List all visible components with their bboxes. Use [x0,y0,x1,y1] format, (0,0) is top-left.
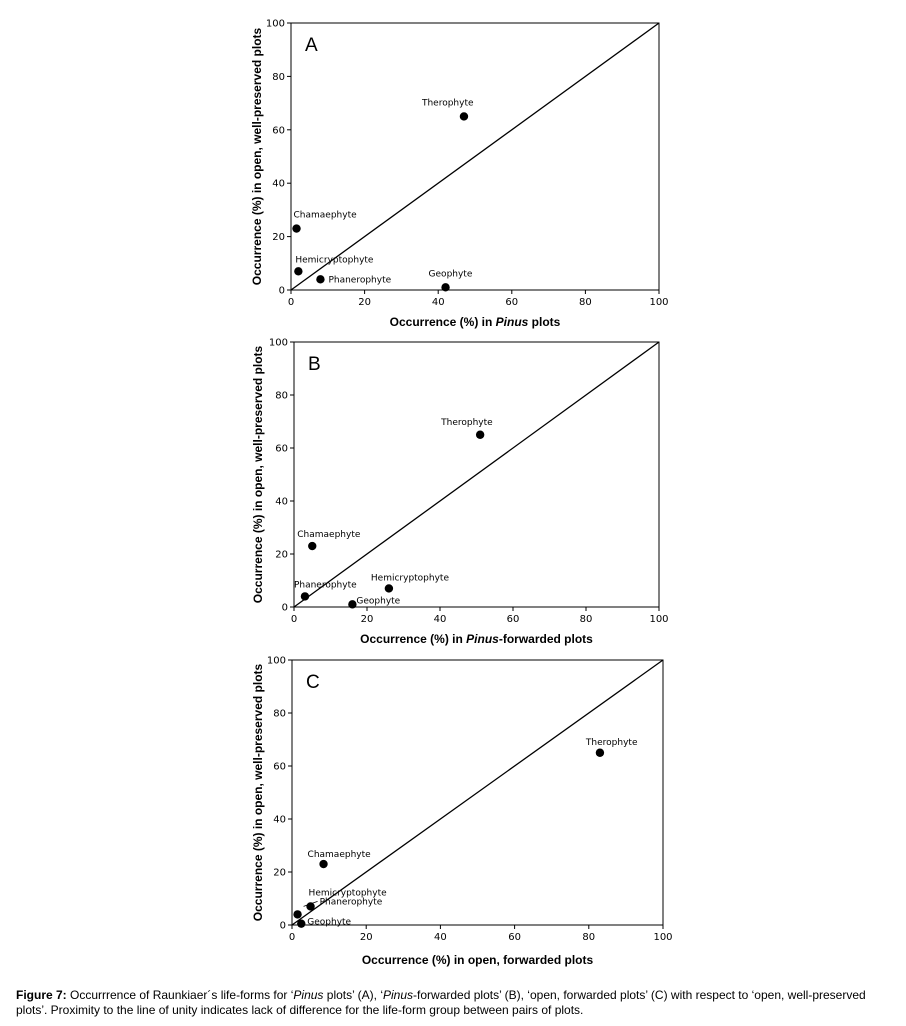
point-label: Phanerophyte [294,580,357,590]
caption-part-4: Pinus [383,988,414,1002]
data-point-geophyte [441,283,450,292]
x-tick-label: 0 [288,297,294,308]
plot-frame [290,22,660,291]
unity-line [293,341,660,608]
y-tick-label: 20 [275,550,288,561]
point-label: Therophyte [440,418,493,428]
y-tick-label: 60 [272,125,285,136]
point-label: Hemicryptophyte [371,573,450,583]
unity-line [291,659,664,926]
point-label: Chamaephyte [294,211,358,221]
y-tick-label: 100 [266,19,285,30]
point-label: Chamaephyte [308,850,372,860]
x-tick-label: 40 [432,297,445,308]
data-point-therophyte [475,430,485,439]
point-label: Therophyte [421,98,474,108]
point-label: Chamaephyte [297,530,361,540]
point-label: Therophyte [585,738,638,748]
x-axis-label: Occurrence (%) in Pinus-forwarded plots [360,632,593,646]
x-tick-label: 0 [289,932,295,943]
y-tick-label: 40 [273,815,286,826]
x-axis-label: Occurrence (%) in Pinus plots [390,315,561,329]
y-axis-label: Occurrence (%) in open, well-preserved p… [251,663,265,921]
point-label: Geophyte [356,596,400,606]
y-tick-label: 100 [267,656,286,667]
y-tick-label: 100 [269,338,288,349]
y-tick-label: 80 [273,709,286,720]
label-leader-line [303,901,318,907]
caption-lead: Figure 7: [16,988,67,1002]
y-tick-label: 80 [275,391,288,402]
point-label: Geophyte [429,269,473,279]
data-point-hemicryptophyte [384,584,394,593]
y-tick-label: 20 [273,868,286,879]
data-point-chamaephyte [319,859,328,869]
y-axis-label: Occurrence (%) in open, well-preserved p… [251,345,265,603]
y-tick-label: 40 [275,497,288,508]
x-tick-label: 20 [360,932,373,943]
x-tick-label: 80 [582,932,595,943]
caption-part-1: Occurrrence of Raunkiaer´s life-forms fo… [66,988,294,1002]
x-tick-label: 60 [505,297,518,308]
x-tick-label: 0 [291,614,297,625]
x-tick-label: 60 [508,932,521,943]
point-label: Phanerophyte [328,275,391,285]
x-tick-label: 60 [507,614,520,625]
x-tick-label: 20 [358,297,371,308]
panel-letter: A [305,35,318,56]
y-tick-label: 60 [273,762,286,773]
y-tick-label: 0 [279,286,285,297]
y-tick-label: 60 [275,444,288,455]
y-tick-label: 20 [272,232,285,243]
y-axis-label: Occurrence (%) in open, well-preserved p… [250,27,264,285]
y-tick-label: 40 [272,179,285,190]
data-point-phanerophyte [300,592,310,601]
caption-part-5: -forwarded plots’ (B), ‘open, forwarded … [16,988,866,1017]
point-label: Hemicryptophyte [309,888,388,898]
panel-letter: C [306,672,320,693]
data-point-therophyte [595,748,605,757]
x-tick-label: 40 [434,932,447,943]
y-tick-label: 0 [280,921,286,932]
x-axis-label: Occurrence (%) in open, forwarded plots [362,953,594,967]
point-label: Hemicryptophyte [295,255,374,265]
data-point-therophyte [459,112,469,121]
x-tick-label: 80 [579,297,592,308]
panel-letter: B [308,354,321,375]
data-point-geophyte [348,600,357,609]
caption-part-3: plots’ (A), ‘ [323,988,384,1002]
x-tick-label: 40 [434,614,447,625]
figure-7: 0 20 40 60 80 100 0 20 40 60 80 100 A Therophyte Chama… [250,19,673,968]
y-tick-label: 80 [272,72,285,83]
plot-frame [291,659,664,926]
x-tick-label: 100 [649,614,668,625]
data-point-geophyte [297,919,306,928]
data-point-chamaephyte [292,224,301,233]
y-tick-label: 0 [282,603,288,614]
x-tick-label: 20 [361,614,374,625]
point-label: Phanerophyte [320,897,383,907]
x-tick-label: 100 [649,297,668,308]
x-tick-label: 80 [580,614,593,625]
data-point-phanerophyte [293,910,302,919]
data-point-phanerophyte [316,275,325,284]
plot-frame [293,341,660,608]
data-point-hemicryptophyte [294,267,303,276]
x-tick-label: 100 [653,932,672,943]
unity-line [290,22,660,291]
figure-caption: Figure 7: Occurrrence of Raunkiaer´s lif… [16,988,896,1018]
caption-part-2: Pinus [293,988,324,1002]
chart-panel-b: 0 20 40 60 80 100 0 20 40 60 80 100 B Therophyte Chama… [251,338,669,647]
chart-panel-c: 0 20 40 60 80 100 0 20 40 60 80 100 C Therophyte Chama… [251,656,673,968]
point-label: Geophyte [307,918,351,928]
data-point-chamaephyte [308,541,317,551]
chart-panel-a: 0 20 40 60 80 100 0 20 40 60 80 100 A Therophyte Chama… [250,19,669,330]
